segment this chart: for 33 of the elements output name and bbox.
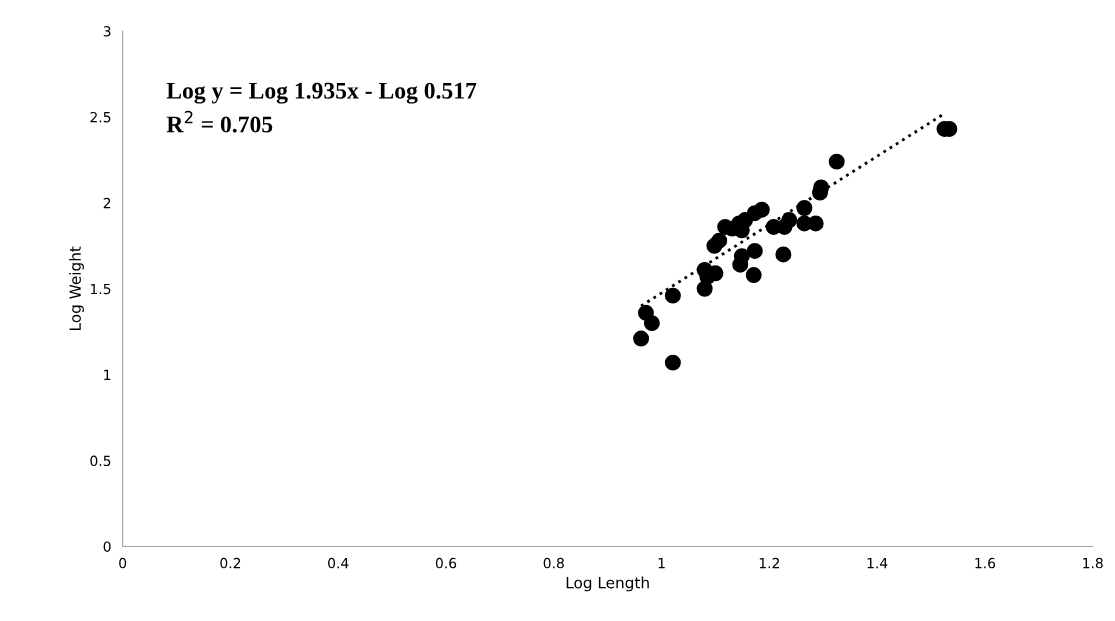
point <box>696 280 713 297</box>
x-tick-label: 0.8 <box>543 557 564 569</box>
x-tick-label: 0.6 <box>435 557 457 569</box>
point <box>746 242 763 259</box>
point <box>633 330 650 347</box>
y-tick-label: 0.5 <box>90 455 111 467</box>
x-tick-label: 0 <box>119 557 127 569</box>
point <box>706 237 723 254</box>
y-tick-label: 1.5 <box>90 283 111 295</box>
x-tick-label: 0.4 <box>328 557 349 569</box>
point <box>745 267 762 283</box>
point <box>796 200 813 216</box>
x-tick-label: 1.2 <box>759 557 779 569</box>
x-tick-label: 1.4 <box>867 558 888 569</box>
y-tick-label: 3 <box>103 26 111 37</box>
x-tick-label: 0.2 <box>220 557 241 569</box>
y-tick-label: 2 <box>103 197 111 209</box>
point <box>643 315 660 332</box>
annotation: Log y = Log 1.935x - Log 0.517 <box>166 82 477 104</box>
x-tick-label: 1 <box>658 558 665 569</box>
point <box>828 153 845 170</box>
y-tick-label: 1 <box>104 369 111 380</box>
point <box>664 354 681 371</box>
y-tick-label: 2.5 <box>90 111 111 123</box>
x-axis-title: Log Length <box>566 576 649 592</box>
point <box>664 287 681 304</box>
y-axis-title: Log Weight <box>69 246 84 330</box>
x-tick-label: 1.6 <box>975 557 996 569</box>
point <box>781 212 798 229</box>
y-tick-label: 0 <box>103 541 111 552</box>
x-tick-label: 1.8 <box>1083 557 1103 569</box>
annotation: R$^{2}$ = 0.705 <box>166 110 273 133</box>
point <box>775 246 792 263</box>
